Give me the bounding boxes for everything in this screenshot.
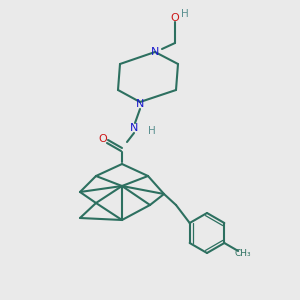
Text: O: O [99,134,107,144]
Text: O: O [171,13,179,23]
Text: N: N [130,123,138,133]
Text: N: N [151,47,159,57]
Text: H: H [181,9,189,19]
Text: N: N [136,99,144,109]
Text: H: H [148,126,156,136]
Text: CH₃: CH₃ [234,249,251,258]
